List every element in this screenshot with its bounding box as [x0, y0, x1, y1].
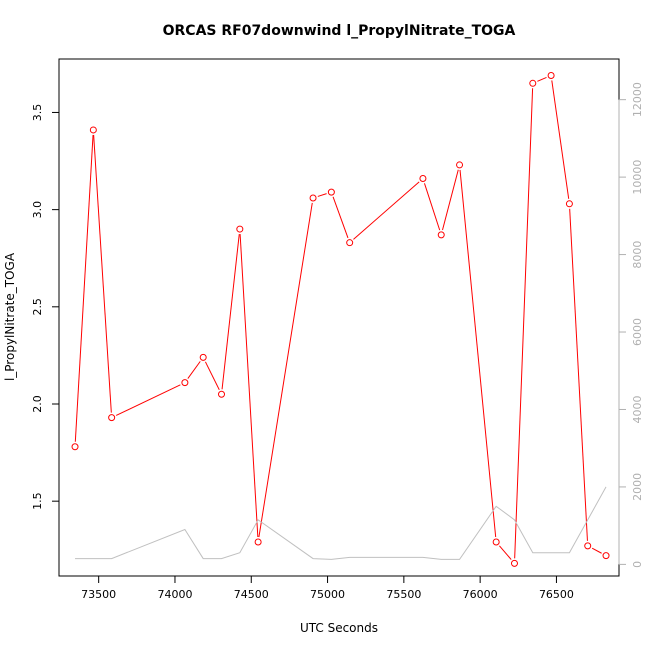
series-line-segment: [239, 234, 259, 538]
y2-tick-label: 0: [631, 561, 644, 568]
plot-frame: [58, 58, 620, 577]
x-tick-label: 75000: [310, 588, 345, 601]
series-line-segment: [221, 233, 240, 390]
x-tick-label: 76000: [463, 588, 498, 601]
y2-tick-label: 8000: [631, 241, 644, 269]
y-tick-label: 2.5: [31, 298, 44, 316]
series-line-segment: [499, 545, 512, 560]
x-tick-label: 73500: [81, 588, 116, 601]
series-line-segment: [115, 384, 181, 416]
data-point: [181, 379, 189, 387]
data-point: [218, 390, 226, 398]
data-point: [236, 225, 244, 233]
series-line-segment: [591, 547, 602, 554]
axes: 73500 74000 74500 75000 75500 76000 76500 1.5 2.…: [31, 82, 644, 601]
data-point: [437, 231, 445, 239]
y2-tick-label: 4000: [631, 395, 644, 423]
y2-tick-label: 2000: [631, 473, 644, 501]
data-point: [89, 126, 97, 134]
y-tick-label: 1.5: [31, 492, 44, 510]
series-line-segment: [93, 134, 112, 413]
y-tick-label: 3.0: [31, 201, 44, 219]
data-point: [529, 79, 537, 87]
x-axis-label: UTC Seconds: [300, 621, 378, 635]
y-tick-label: 3.5: [31, 104, 44, 122]
data-point: [565, 200, 573, 208]
data-point: [419, 175, 427, 183]
data-point: [71, 443, 79, 451]
series-line-segment: [204, 361, 220, 391]
data-point: [346, 239, 354, 247]
series-line-segment: [332, 196, 349, 239]
series-line-segment: [353, 181, 420, 240]
series-line-segment: [442, 169, 459, 231]
data-point: [309, 194, 317, 202]
y-tick-label: 2.0: [31, 395, 44, 413]
series-line-segment: [537, 77, 547, 82]
x-tick-label: 75500: [386, 588, 421, 601]
y2-tick-label: 10000: [631, 160, 644, 195]
series-line-segment: [74, 134, 94, 442]
series-line-segment: [423, 183, 441, 231]
y-axis-label: l_PropylNitrate_TOGA: [3, 252, 17, 381]
x-tick-label: 74000: [157, 588, 192, 601]
x-tick-label: 74500: [234, 588, 269, 601]
data-point: [547, 72, 555, 80]
series-line-segment: [459, 169, 497, 538]
y2-tick-label: 12000: [631, 82, 644, 117]
data-point: [492, 538, 500, 546]
data-point: [254, 538, 262, 546]
series-layer: [71, 72, 610, 567]
series-line-segment: [514, 88, 534, 559]
series-line-segment: [317, 193, 327, 197]
x-tick-label: 76500: [539, 588, 574, 601]
series-line-segment: [551, 80, 570, 199]
chart-title: ORCAS RF07downwind l_PropylNitrate_TOGA: [163, 23, 516, 39]
series-line-segment: [569, 208, 588, 541]
data-point: [510, 559, 518, 567]
series-line: [75, 486, 607, 560]
data-point: [199, 353, 207, 361]
data-point: [456, 161, 464, 169]
y2-tick-label: 6000: [631, 318, 644, 346]
series-line-segment: [258, 202, 313, 538]
data-point: [108, 414, 116, 422]
data-point: [602, 552, 610, 560]
data-point: [584, 542, 592, 550]
series-line-segment: [187, 361, 201, 379]
data-point: [327, 188, 335, 196]
